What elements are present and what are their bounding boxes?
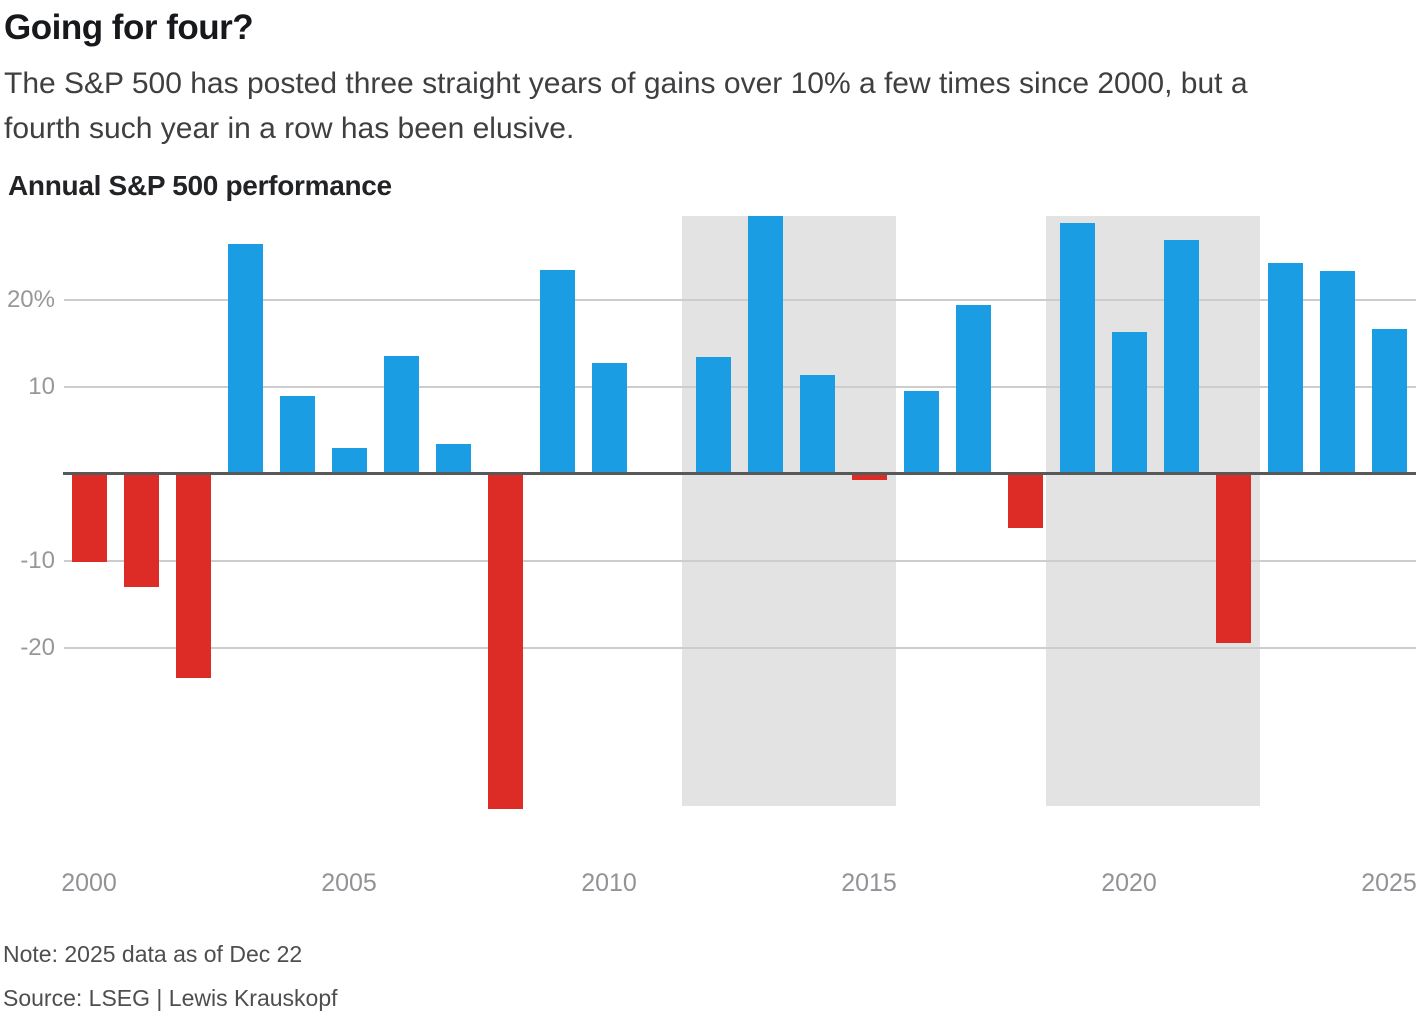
chart-note: Note: 2025 data as of Dec 22 bbox=[3, 941, 303, 967]
bar-2008 bbox=[487, 474, 523, 809]
bar-2020 bbox=[1111, 332, 1147, 474]
bar-2002 bbox=[175, 474, 211, 678]
bar-2023 bbox=[1267, 263, 1303, 474]
chart-description: The S&P 500 has posted three straight ye… bbox=[4, 61, 1248, 151]
bar-2001 bbox=[123, 474, 159, 588]
bar-2007 bbox=[435, 443, 471, 474]
x-tick-label-2005: 2005 bbox=[321, 869, 377, 897]
y-tick-label--20: -20 bbox=[20, 634, 55, 661]
chart-description-line: fourth such year in a row has been elusi… bbox=[4, 112, 575, 145]
highlight-band-2012-2015 bbox=[682, 216, 896, 806]
bar-2009 bbox=[539, 269, 575, 474]
bar-2016 bbox=[903, 391, 939, 474]
bar-2014 bbox=[799, 374, 835, 474]
gridline-10 bbox=[64, 386, 1416, 388]
bar-2015 bbox=[851, 474, 887, 481]
x-axis-line bbox=[63, 471, 1416, 475]
bar-2021 bbox=[1163, 239, 1199, 474]
bar-2017 bbox=[955, 305, 991, 474]
bar-2006 bbox=[383, 355, 419, 474]
chart-source: Source: LSEG | Lewis Krauskopf bbox=[3, 985, 338, 1011]
bar-2018 bbox=[1007, 474, 1043, 528]
y-tick-label-10: 10 bbox=[28, 373, 55, 400]
bar-2025 bbox=[1371, 328, 1407, 474]
bar-2013 bbox=[747, 216, 783, 474]
x-tick-label-2020: 2020 bbox=[1101, 869, 1157, 897]
bar-2003 bbox=[227, 244, 263, 474]
bar-2024 bbox=[1319, 271, 1355, 474]
gridline-20 bbox=[64, 299, 1416, 301]
bar-2012 bbox=[695, 357, 731, 474]
bar-2010 bbox=[591, 362, 627, 474]
bar-2000 bbox=[71, 474, 107, 562]
gridline--10 bbox=[64, 560, 1416, 562]
x-tick-label-2015: 2015 bbox=[841, 869, 897, 897]
page-title: Going for four? bbox=[4, 8, 254, 47]
x-tick-label-2000: 2000 bbox=[61, 869, 117, 897]
y-tick-label--10: -10 bbox=[20, 547, 55, 574]
chart-description-line: The S&P 500 has posted three straight ye… bbox=[4, 67, 1248, 100]
bar-2005 bbox=[331, 447, 367, 474]
chart-heading: Annual S&P 500 performance bbox=[8, 170, 392, 201]
x-tick-label-2025: 2025 bbox=[1361, 869, 1417, 897]
bar-2004 bbox=[279, 395, 315, 474]
bar-2022 bbox=[1215, 474, 1251, 643]
y-tick-label-20: 20% bbox=[6, 286, 55, 313]
bar-2019 bbox=[1059, 222, 1095, 474]
gridline--20 bbox=[64, 647, 1416, 649]
x-tick-label-2010: 2010 bbox=[581, 869, 637, 897]
